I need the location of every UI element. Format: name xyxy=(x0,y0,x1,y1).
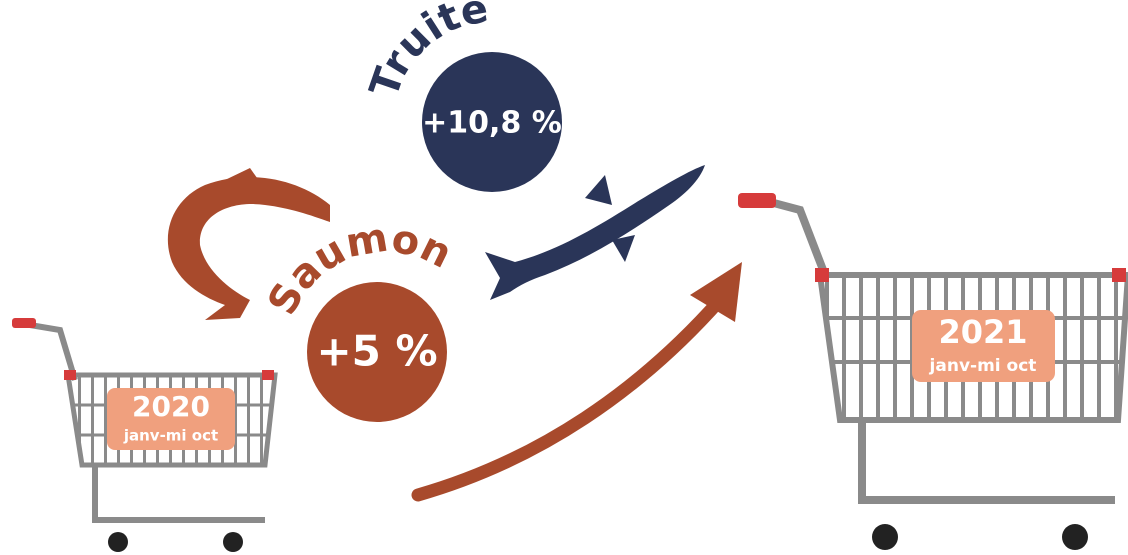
cart-year: 2021 xyxy=(938,313,1027,351)
growth-arrow xyxy=(418,300,720,495)
product-change: +10,8 % xyxy=(422,106,562,141)
cart-period: janv-mi oct xyxy=(123,427,218,445)
product-change: +5 % xyxy=(316,327,437,376)
cart-year: 2020 xyxy=(132,390,210,423)
page: Truite +10,8 % Saumon +5 % 2020 janv-mi … xyxy=(0,0,1128,555)
cart-period: janv-mi oct xyxy=(929,356,1037,376)
infographic: Truite +10,8 % Saumon +5 % 2020 janv-mi … xyxy=(0,0,1128,555)
